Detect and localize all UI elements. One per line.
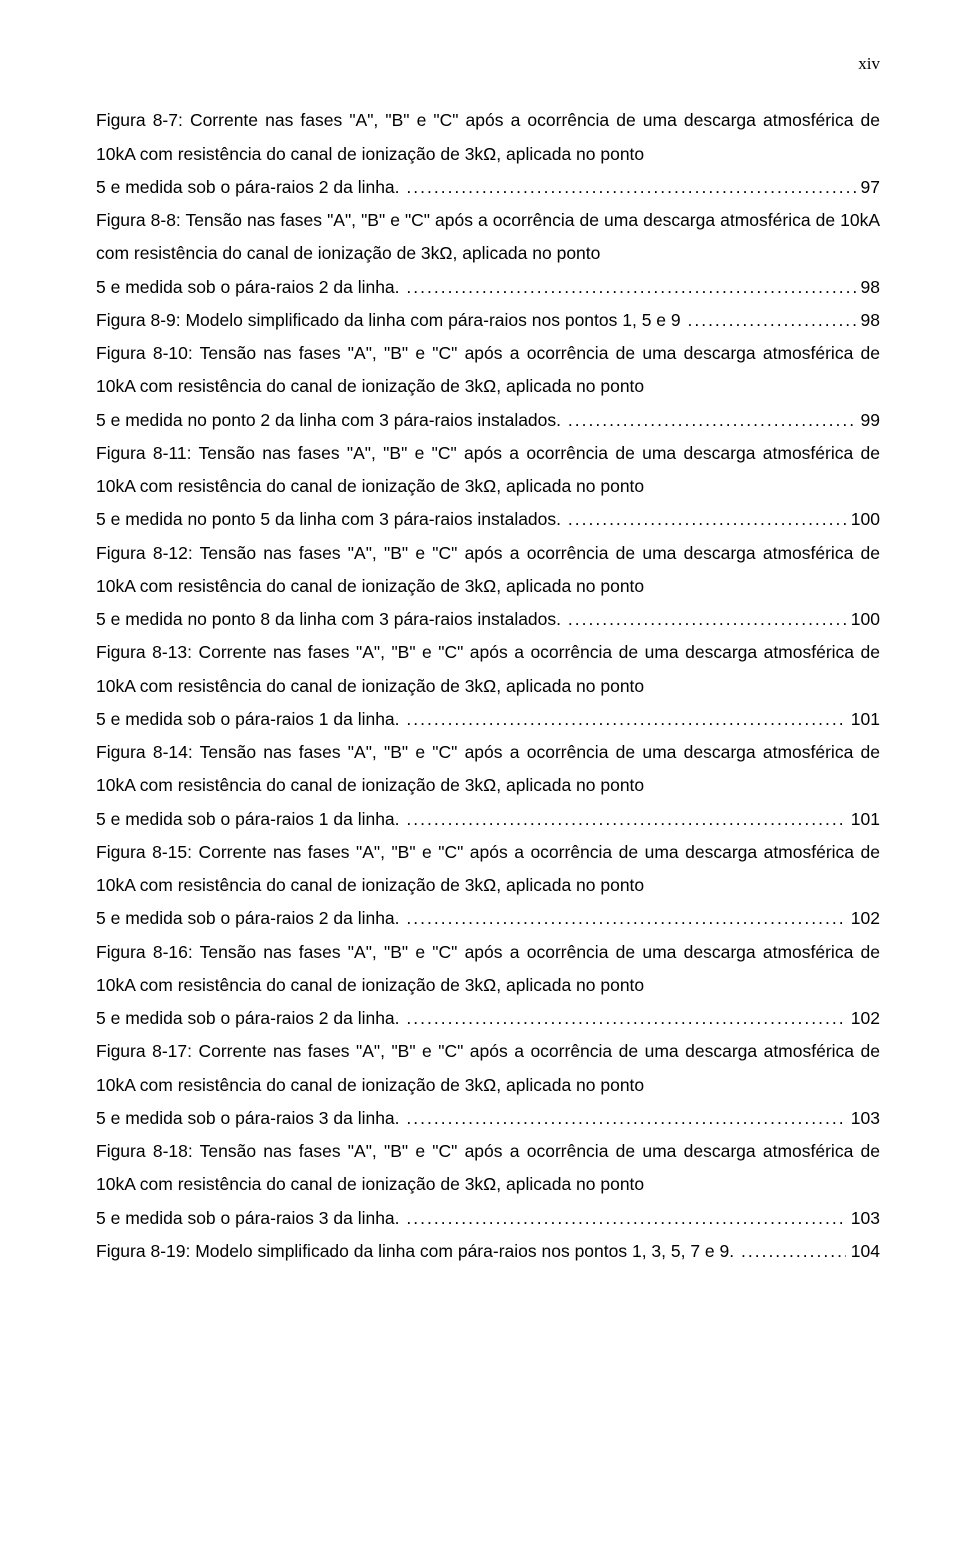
toc-entry-last-text: Figura 8-19: Modelo simplificado da linh…	[96, 1235, 739, 1268]
dot-leader	[685, 304, 855, 337]
dot-leader	[404, 703, 846, 736]
toc-entry: 5 e medida sob o pára-raios 1 da linha. …	[96, 803, 880, 836]
toc-entry-last-text: 5 e medida sob o pára-raios 2 da linha.	[96, 902, 404, 935]
toc-entry: 5 e medida no ponto 8 da linha com 3 pár…	[96, 603, 880, 636]
toc-entry-text: Figura 8-12: Tensão nas fases "A", "B" e…	[96, 537, 880, 604]
toc-entry-text: Figura 8-7: Corrente nas fases "A", "B" …	[96, 104, 880, 171]
toc-entry-page: 102	[846, 1002, 880, 1035]
toc-entry-text: Figura 8-10: Tensão nas fases "A", "B" e…	[96, 337, 880, 404]
toc-entry-page: 103	[846, 1102, 880, 1135]
toc-entry-text: Figura 8-14: Tensão nas fases "A", "B" e…	[96, 736, 880, 803]
toc-entry: 5 e medida sob o pára-raios 2 da linha. …	[96, 271, 880, 304]
toc-entry: 5 e medida sob o pára-raios 2 da linha. …	[96, 171, 880, 204]
toc-entry-text: Figura 8-11: Tensão nas fases "A", "B" e…	[96, 437, 880, 504]
dot-leader	[566, 404, 856, 437]
toc-entry: 5 e medida no ponto 5 da linha com 3 pár…	[96, 503, 880, 536]
dot-leader	[404, 171, 855, 204]
dot-leader	[404, 271, 855, 304]
toc-entry-text: Figura 8-18: Tensão nas fases "A", "B" e…	[96, 1135, 880, 1202]
toc-entry-last-text: 5 e medida sob o pára-raios 1 da linha.	[96, 803, 404, 836]
dot-leader	[566, 603, 846, 636]
toc-entry-text: Figura 8-15: Corrente nas fases "A", "B"…	[96, 836, 880, 903]
toc-entry-last-text: 5 e medida sob o pára-raios 2 da linha.	[96, 271, 404, 304]
toc-entry: 5 e medida sob o pára-raios 2 da linha. …	[96, 902, 880, 935]
table-of-figures: Figura 8-7: Corrente nas fases "A", "B" …	[96, 104, 880, 1268]
toc-entry-page: 104	[846, 1235, 880, 1268]
toc-entry: 5 e medida no ponto 2 da linha com 3 pár…	[96, 404, 880, 437]
page-number: xiv	[96, 48, 880, 80]
toc-entry: Figura 8-19: Modelo simplificado da linh…	[96, 1235, 880, 1268]
toc-entry: Figura 8-9: Modelo simplificado da linha…	[96, 304, 880, 337]
toc-entry-last-text: 5 e medida sob o pára-raios 2 da linha.	[96, 1002, 404, 1035]
toc-entry-last-text: Figura 8-9: Modelo simplificado da linha…	[96, 304, 685, 337]
toc-entry-page: 98	[856, 304, 880, 337]
toc-entry: 5 e medida sob o pára-raios 2 da linha. …	[96, 1002, 880, 1035]
toc-entry-page: 102	[846, 902, 880, 935]
toc-entry-last-text: 5 e medida sob o pára-raios 3 da linha.	[96, 1202, 404, 1235]
toc-entry-page: 101	[846, 703, 880, 736]
toc-entry: 5 e medida sob o pára-raios 1 da linha. …	[96, 703, 880, 736]
toc-entry-last-text: 5 e medida sob o pára-raios 2 da linha.	[96, 171, 404, 204]
toc-entry: 5 e medida sob o pára-raios 3 da linha. …	[96, 1102, 880, 1135]
toc-entry-text: Figura 8-16: Tensão nas fases "A", "B" e…	[96, 936, 880, 1003]
toc-entry-page: 99	[856, 404, 880, 437]
toc-entry-text: Figura 8-17: Corrente nas fases "A", "B"…	[96, 1035, 880, 1102]
toc-entry-last-text: 5 e medida sob o pára-raios 3 da linha.	[96, 1102, 404, 1135]
dot-leader	[404, 1102, 846, 1135]
toc-entry-page: 101	[846, 803, 880, 836]
toc-entry-page: 103	[846, 1202, 880, 1235]
toc-entry-text: Figura 8-8: Tensão nas fases "A", "B" e …	[96, 204, 880, 271]
toc-entry-page: 100	[846, 603, 880, 636]
dot-leader	[404, 1002, 846, 1035]
toc-entry-last-text: 5 e medida no ponto 5 da linha com 3 pár…	[96, 503, 566, 536]
toc-entry-last-text: 5 e medida sob o pára-raios 1 da linha.	[96, 703, 404, 736]
dot-leader	[739, 1235, 846, 1268]
toc-entry-last-text: 5 e medida no ponto 2 da linha com 3 pár…	[96, 404, 566, 437]
dot-leader	[404, 803, 846, 836]
dot-leader	[566, 503, 846, 536]
toc-entry: 5 e medida sob o pára-raios 3 da linha. …	[96, 1202, 880, 1235]
toc-entry-text: Figura 8-13: Corrente nas fases "A", "B"…	[96, 636, 880, 703]
toc-entry-page: 100	[846, 503, 880, 536]
toc-entry-last-text: 5 e medida no ponto 8 da linha com 3 pár…	[96, 603, 566, 636]
dot-leader	[404, 1202, 846, 1235]
toc-entry-page: 98	[856, 271, 880, 304]
dot-leader	[404, 902, 846, 935]
toc-entry-page: 97	[856, 171, 880, 204]
